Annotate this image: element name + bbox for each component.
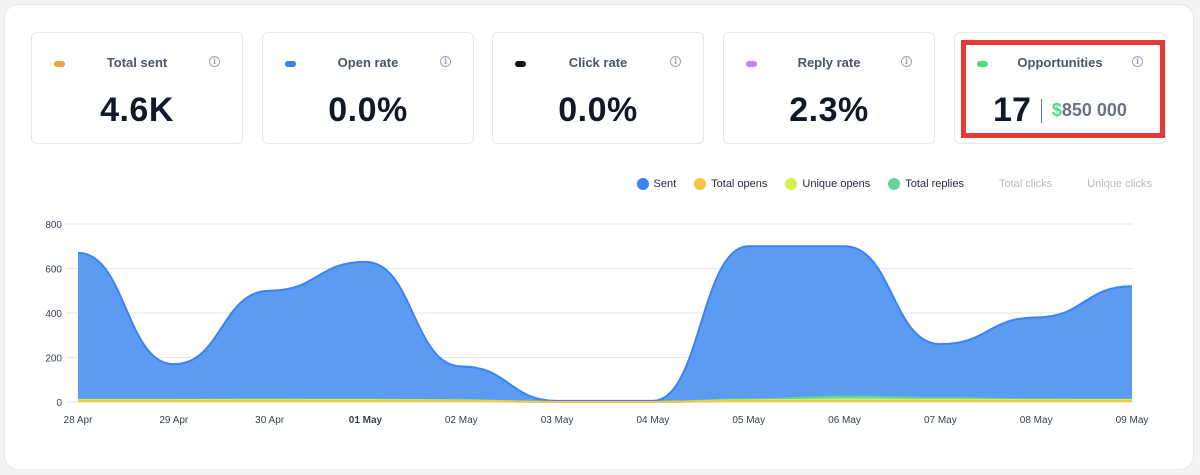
- y-tick-label: 400: [45, 309, 62, 320]
- currency-symbol: $: [1051, 100, 1062, 120]
- x-tick-label: 01 May: [349, 415, 383, 426]
- card-opportunities[interactable]: Opportunities i 17 $850 000: [954, 32, 1166, 144]
- legend-swatch: [694, 178, 707, 190]
- legend-dot: [977, 61, 988, 67]
- y-tick-label: 800: [45, 220, 62, 231]
- legend-dot: [515, 61, 526, 67]
- card-reply-rate[interactable]: Reply rate i 2.3%: [723, 32, 935, 144]
- legend-item[interactable]: Sent: [636, 178, 677, 190]
- card-open-rate[interactable]: Open rate i 0.0%: [262, 32, 474, 144]
- legend-dot: [54, 61, 65, 67]
- legend-item[interactable]: Unique clicks: [1070, 178, 1152, 190]
- card-value: 2.3%: [789, 91, 869, 129]
- legend-label: Total clicks: [999, 178, 1053, 190]
- series-line-sent: [77, 245, 1133, 402]
- x-tick-label: 28 Apr: [64, 415, 94, 426]
- info-icon[interactable]: i: [901, 56, 912, 67]
- card-label: Open rate: [337, 55, 399, 70]
- card-label: Reply rate: [797, 55, 861, 70]
- legend-item[interactable]: Unique opens: [785, 178, 870, 190]
- x-tick-label: 06 May: [828, 415, 861, 426]
- info-icon[interactable]: i: [1132, 56, 1143, 67]
- x-tick-label: 09 May: [1116, 415, 1149, 426]
- legend-label: Unique clicks: [1087, 178, 1152, 190]
- opportunities-value: 17 $850 000: [955, 91, 1165, 130]
- x-tick-label: 02 May: [445, 415, 478, 426]
- y-tick-label: 0: [56, 398, 62, 409]
- x-tick-label: 05 May: [732, 415, 765, 426]
- x-tick-label: 08 May: [1020, 415, 1053, 426]
- chart-legend: Sent Total opens Unique opens Total replies…: [636, 178, 1152, 190]
- legend-item[interactable]: Total clicks: [982, 178, 1052, 190]
- legend-dot: [746, 61, 757, 67]
- legend-swatch: [888, 178, 901, 190]
- info-icon[interactable]: i: [440, 56, 451, 67]
- series-line-total-opens: [77, 400, 1132, 404]
- legend-swatch: [785, 178, 798, 190]
- legend-label: Total replies: [905, 178, 964, 190]
- card-label: Click rate: [568, 55, 628, 70]
- card-value: 0.0%: [328, 91, 408, 129]
- card-click-rate[interactable]: Click rate i 0.0%: [492, 32, 704, 144]
- info-icon[interactable]: i: [670, 56, 681, 67]
- series-area-sent: [78, 246, 1132, 402]
- opportunities-amount: $850 000: [1052, 100, 1127, 121]
- y-tick-label: 600: [45, 265, 62, 276]
- legend-swatch: [636, 178, 649, 190]
- legend-label: Sent: [653, 178, 677, 190]
- legend-item[interactable]: Total replies: [888, 178, 964, 190]
- card-total-sent[interactable]: Total sent i 4.6K: [31, 32, 243, 144]
- x-tick-label: 29 Apr: [159, 415, 189, 426]
- card-label: Opportunities: [1017, 55, 1103, 70]
- legend-dot: [285, 61, 296, 67]
- card-label: Total sent: [106, 55, 168, 70]
- opportunities-count: 17: [993, 91, 1031, 129]
- amount-value: 850 000: [1061, 100, 1127, 120]
- legend-item[interactable]: Total opens: [694, 178, 767, 190]
- legend-label: Unique opens: [802, 178, 871, 190]
- x-tick-label: 07 May: [924, 415, 957, 426]
- legend-label: Total opens: [711, 178, 768, 190]
- x-tick-label: 04 May: [637, 415, 670, 426]
- card-value: 4.6K: [100, 91, 174, 129]
- card-value: 0.0%: [558, 91, 638, 129]
- y-tick-label: 200: [45, 354, 62, 365]
- info-icon[interactable]: i: [209, 56, 220, 67]
- divider: [1040, 98, 1042, 123]
- x-tick-label: 03 May: [541, 415, 574, 426]
- x-tick-label: 30 Apr: [255, 415, 285, 426]
